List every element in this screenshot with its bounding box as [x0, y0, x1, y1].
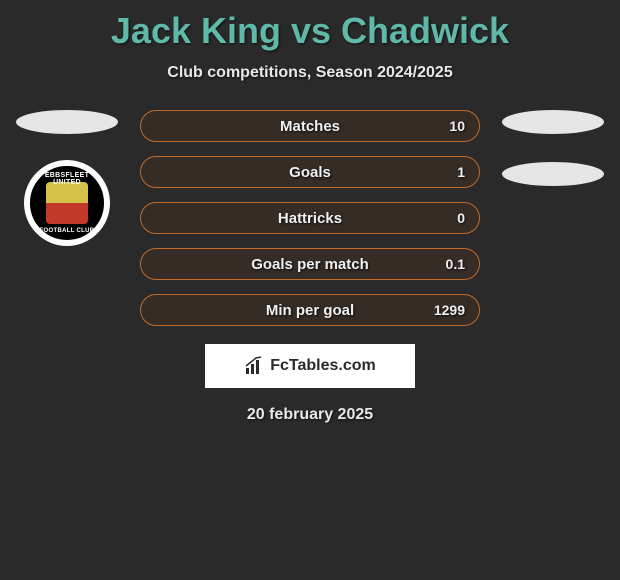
- stat-row-matches: Matches 10: [140, 110, 480, 142]
- badge-text-top: EBBSFLEET UNITED: [30, 172, 104, 186]
- subtitle: Club competitions, Season 2024/2025: [0, 64, 620, 82]
- club-badge-left: EBBSFLEET UNITED FOOTBALL CLUB: [24, 160, 110, 246]
- badge-shield-icon: [46, 182, 88, 224]
- stat-label: Min per goal: [266, 302, 354, 319]
- right-column: [498, 110, 608, 186]
- content-row: EBBSFLEET UNITED FOOTBALL CLUB Matches 1…: [0, 110, 620, 326]
- bar-chart-icon: [244, 356, 264, 376]
- stats-column: Matches 10 Goals 1 Hattricks 0 Goals per…: [140, 110, 480, 326]
- stat-right-value: 0: [457, 210, 465, 226]
- left-column: EBBSFLEET UNITED FOOTBALL CLUB: [12, 110, 122, 246]
- stat-row-min-per-goal: Min per goal 1299: [140, 294, 480, 326]
- page-title: Jack King vs Chadwick: [0, 0, 620, 52]
- stat-label: Matches: [280, 118, 340, 135]
- stat-right-value: 10: [449, 118, 465, 134]
- stat-right-value: 1299: [434, 302, 465, 318]
- badge-text-bottom: FOOTBALL CLUB: [30, 228, 104, 234]
- stat-row-goals-per-match: Goals per match 0.1: [140, 248, 480, 280]
- player-left-ellipse: [16, 110, 118, 134]
- brand-logo-box[interactable]: FcTables.com: [205, 344, 415, 388]
- stat-right-value: 0.1: [446, 256, 465, 272]
- stat-row-goals: Goals 1: [140, 156, 480, 188]
- date-label: 20 february 2025: [0, 406, 620, 424]
- brand-name: FcTables.com: [270, 357, 376, 375]
- stat-label: Goals: [289, 164, 331, 181]
- player-right-ellipse-2: [502, 162, 604, 186]
- stat-right-value: 1: [457, 164, 465, 180]
- stat-label: Goals per match: [251, 256, 369, 273]
- stat-label: Hattricks: [278, 210, 342, 227]
- stat-row-hattricks: Hattricks 0: [140, 202, 480, 234]
- player-right-ellipse-1: [502, 110, 604, 134]
